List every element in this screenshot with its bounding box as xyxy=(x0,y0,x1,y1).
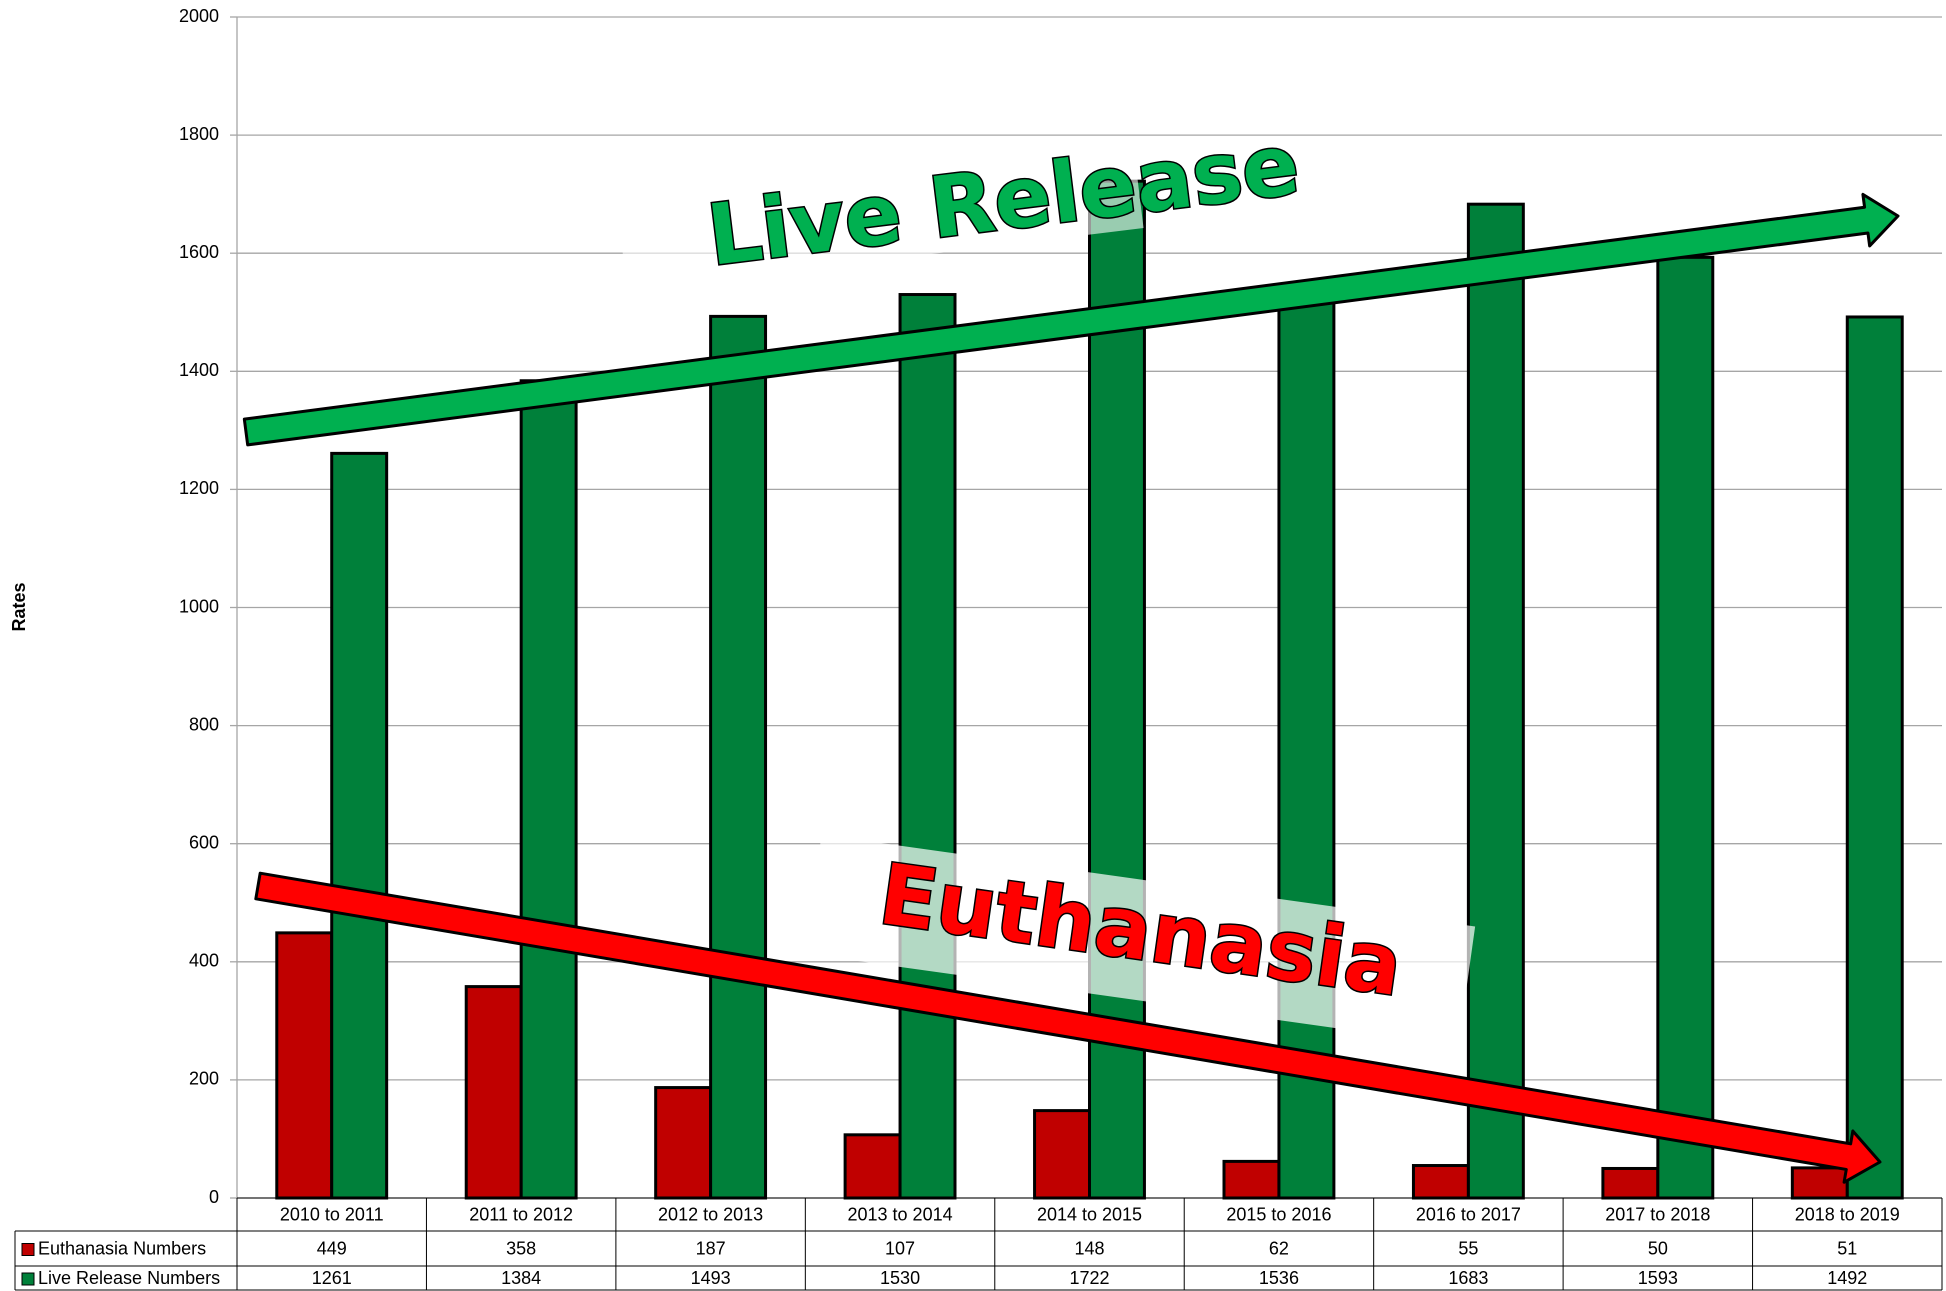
bar xyxy=(1601,1166,1660,1200)
table-value: 1593 xyxy=(1638,1268,1678,1288)
y-tick-label: 1800 xyxy=(179,124,219,144)
y-tick-label: 1200 xyxy=(179,478,219,498)
bar xyxy=(464,985,523,1200)
annotation-backdrop xyxy=(804,834,1476,1046)
y-tick-label: 400 xyxy=(189,951,219,971)
bar xyxy=(654,1086,713,1200)
table-value: 1683 xyxy=(1448,1268,1488,1288)
bar xyxy=(1466,202,1525,1200)
bar xyxy=(1222,1159,1281,1200)
table-value: 1536 xyxy=(1259,1268,1299,1288)
x-tick-label: 2017 to 2018 xyxy=(1605,1204,1710,1224)
bar xyxy=(330,451,389,1200)
y-tick-label: 800 xyxy=(189,714,219,734)
bar xyxy=(275,931,334,1200)
table-value: 55 xyxy=(1458,1238,1478,1258)
table-value: 148 xyxy=(1074,1238,1104,1258)
table-value: 1492 xyxy=(1827,1268,1867,1288)
x-tick-label: 2018 to 2019 xyxy=(1795,1204,1900,1224)
y-tick-label: 1600 xyxy=(179,242,219,262)
legend-swatch xyxy=(21,1243,35,1256)
legend-label: Euthanasia Numbers xyxy=(38,1238,206,1258)
y-tick-label: 200 xyxy=(189,1069,219,1089)
bar xyxy=(1411,1164,1470,1200)
table-value: 1493 xyxy=(691,1268,731,1288)
table-value: 1530 xyxy=(880,1268,920,1288)
y-tick-label: 600 xyxy=(189,832,219,852)
table-value: 187 xyxy=(696,1238,726,1258)
x-tick-label: 2012 to 2013 xyxy=(658,1204,763,1224)
table-value: 358 xyxy=(506,1238,536,1258)
x-tick-label: 2013 to 2014 xyxy=(848,1204,953,1224)
table-value: 51 xyxy=(1837,1238,1857,1258)
bar xyxy=(709,314,768,1200)
x-tick-label: 2010 to 2011 xyxy=(280,1204,384,1224)
bar xyxy=(843,1133,902,1200)
arrow-up xyxy=(242,192,1900,447)
x-tick-label: 2015 to 2016 xyxy=(1226,1204,1331,1224)
y-tick-label: 0 xyxy=(209,1187,219,1207)
y-axis-label: Rates xyxy=(9,582,29,631)
bar xyxy=(1845,315,1904,1200)
annotation-backdrop xyxy=(616,138,1144,292)
bar xyxy=(1033,1109,1092,1200)
table-value: 1261 xyxy=(312,1268,352,1288)
x-tick-label: 2016 to 2017 xyxy=(1416,1204,1521,1224)
table-value: 62 xyxy=(1269,1238,1289,1258)
y-tick-label: 1400 xyxy=(179,360,219,380)
table-value: 1722 xyxy=(1069,1268,1109,1288)
bar xyxy=(898,293,957,1200)
table-value: 107 xyxy=(885,1238,915,1258)
table-value: 449 xyxy=(317,1238,347,1258)
x-tick-label: 2014 to 2015 xyxy=(1037,1204,1142,1224)
table-value: 1384 xyxy=(501,1268,541,1288)
table-value: 50 xyxy=(1648,1238,1668,1258)
bar xyxy=(519,379,578,1200)
bar xyxy=(1656,255,1715,1200)
annotation: Live Release xyxy=(702,115,1304,285)
bar xyxy=(1790,1166,1849,1200)
y-tick-label: 2000 xyxy=(179,6,219,26)
arrow-down xyxy=(254,871,1882,1184)
x-tick-label: 2011 to 2012 xyxy=(469,1204,573,1224)
y-tick-label: 1000 xyxy=(179,596,219,616)
legend-label: Live Release Numbers xyxy=(38,1268,220,1288)
legend-swatch xyxy=(21,1272,35,1286)
